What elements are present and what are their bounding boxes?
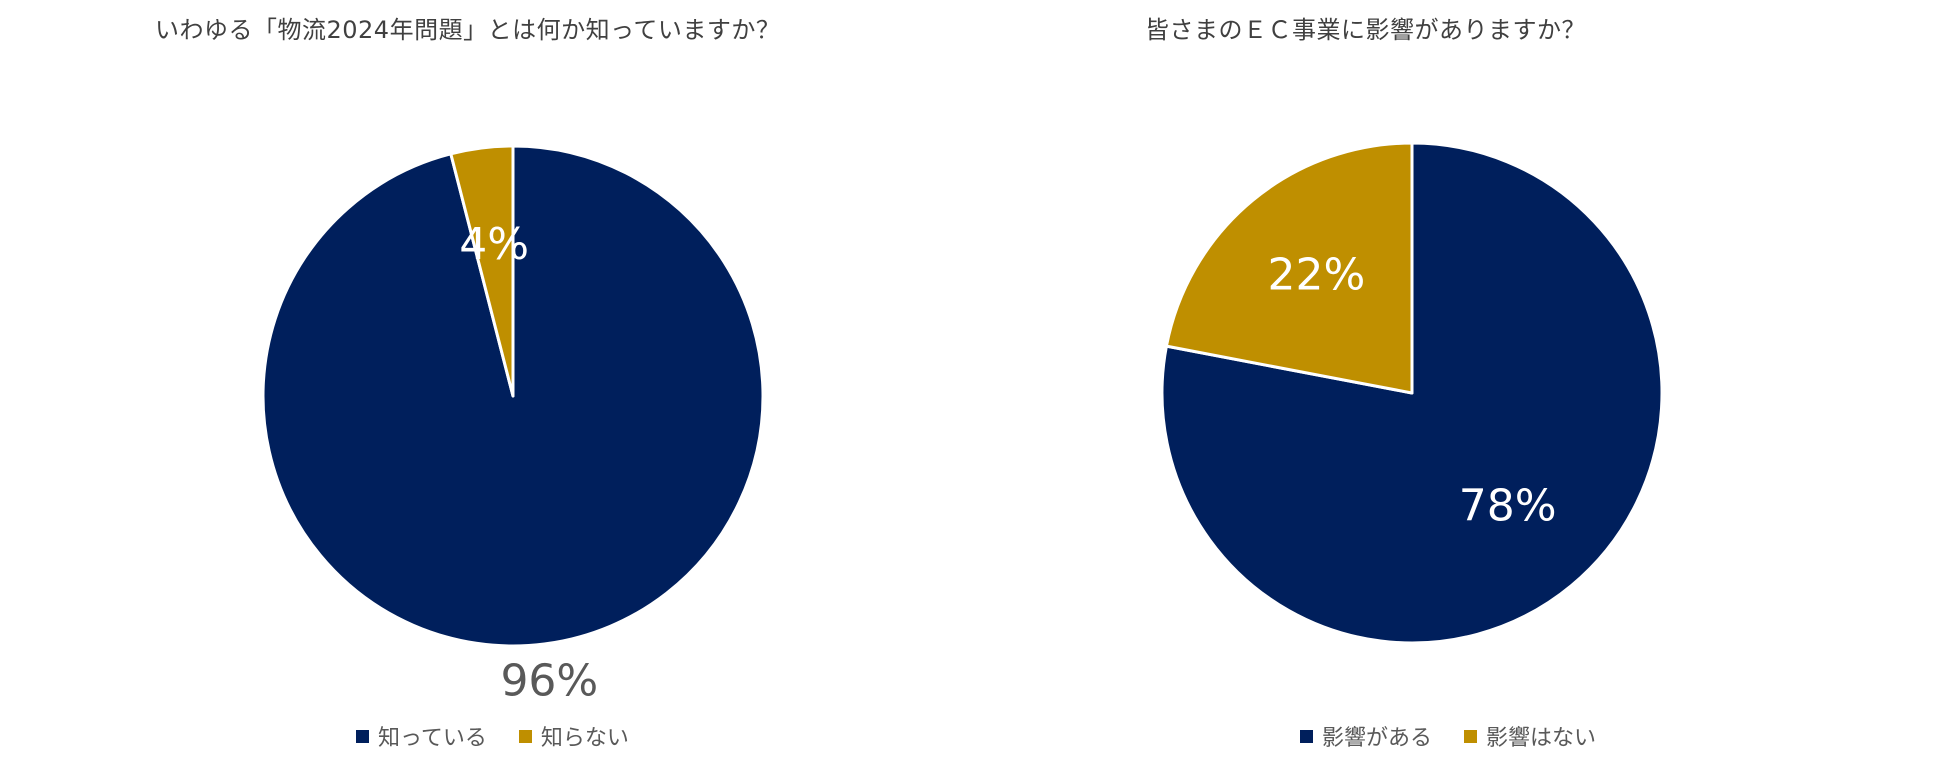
legend-item: 影響がある: [1300, 720, 1432, 752]
chart-panel-right: 皆さまのＥＣ事業に影響がありますか？ 78% 22% 影響がある 影響はない: [975, 0, 1950, 777]
pie-chart: 78% 22%: [1160, 141, 1664, 645]
legend-swatch: [1464, 729, 1478, 743]
legend-swatch: [1300, 729, 1313, 743]
legend-swatch: [356, 729, 369, 743]
data-label: 4%: [459, 219, 529, 270]
legend-label: 知らない: [540, 726, 629, 751]
pie-chart: 96% 4%: [261, 144, 765, 707]
data-label: 22%: [1267, 249, 1365, 300]
pie-slice: [449, 144, 515, 398]
legend: 影響がある 影響はない: [1300, 720, 1628, 752]
legend-item: 知らない: [518, 720, 629, 752]
pie-slice: [1164, 141, 1414, 395]
chart-panel-left: いわゆる「物流2024年問題」とは何か知っていますか？ 96% 4% 知っている …: [155, 16, 781, 752]
legend-item: 知っている: [356, 720, 487, 752]
legend-label: 知っている: [378, 726, 487, 751]
chart-title: いわゆる「物流2024年問題」とは何か知っていますか？: [155, 16, 781, 44]
legend-swatch: [518, 729, 532, 743]
chart-title: 皆さまのＥＣ事業に影響がありますか？: [1145, 16, 1586, 44]
legend: 知っている 知らない: [356, 720, 661, 752]
legend-label: 影響がある: [1322, 726, 1433, 751]
data-label: 78%: [1459, 481, 1557, 532]
legend-label: 影響はない: [1486, 726, 1597, 751]
data-label: 96%: [500, 656, 598, 707]
legend-item: 影響はない: [1464, 720, 1596, 752]
